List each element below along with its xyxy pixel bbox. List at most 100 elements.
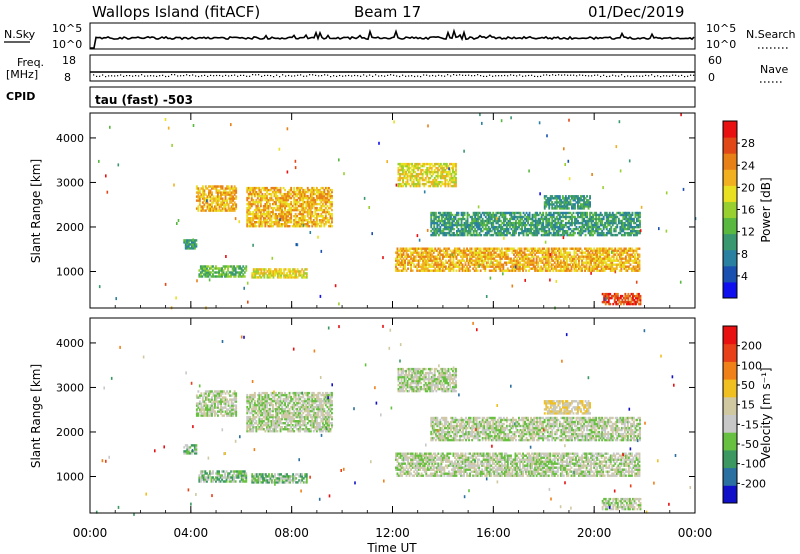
data-cell (511, 267, 514, 270)
data-cell (596, 233, 599, 237)
data-cell (532, 249, 535, 252)
data-cell (591, 259, 594, 262)
data-cell (456, 229, 458, 233)
data-cell (510, 227, 513, 231)
data-cell (426, 251, 429, 254)
nave-point (183, 75, 185, 77)
scatter-cell (278, 147, 281, 151)
data-cell (570, 261, 573, 264)
data-cell (549, 265, 552, 268)
data-cell (449, 162, 451, 166)
data-cell (560, 201, 563, 204)
data-cell (600, 249, 603, 252)
data-cell (311, 190, 314, 194)
data-cell (276, 206, 279, 210)
data-cell (605, 255, 608, 258)
data-cell (488, 257, 491, 260)
data-cell (434, 233, 437, 237)
data-cell (485, 261, 488, 264)
data-cell (415, 162, 418, 166)
nave-point (675, 74, 677, 76)
data-cell (529, 263, 532, 266)
scatter-cell (393, 120, 395, 124)
data-cell (547, 253, 550, 256)
data-cell (432, 257, 435, 260)
data-cell (555, 267, 558, 270)
data-cell (571, 229, 573, 233)
data-cell (605, 225, 608, 229)
data-cell (446, 253, 449, 256)
data-cell (537, 247, 540, 250)
nave-trace (93, 74, 695, 78)
data-cell (520, 267, 523, 270)
data-cell (329, 196, 332, 200)
data-cell (434, 221, 437, 225)
data-cell (558, 251, 561, 254)
data-cell (527, 227, 529, 231)
data-cell (445, 217, 448, 221)
data-cell (505, 263, 508, 266)
data-cell (618, 296, 621, 300)
data-cell (303, 196, 306, 200)
data-cell (598, 217, 601, 221)
data-cell (590, 255, 592, 258)
data-cell (302, 196, 305, 200)
data-cell (283, 272, 285, 275)
data-cell (240, 275, 243, 278)
data-cell (623, 221, 626, 225)
data-cell (306, 202, 309, 206)
nave-point (600, 75, 602, 78)
data-cell (498, 225, 501, 229)
data-cell (434, 211, 437, 215)
data-cell (528, 249, 530, 252)
data-cell (522, 267, 524, 270)
data-cell (314, 221, 317, 224)
data-cell (410, 269, 412, 272)
data-cell (224, 273, 226, 276)
data-cell (231, 269, 234, 272)
data-cell (447, 213, 449, 217)
data-cell (472, 267, 475, 270)
data-cell (215, 199, 218, 202)
scatter-cell (327, 189, 329, 193)
data-cell (487, 217, 490, 221)
noise-left-tick-top: 10^5 (52, 22, 82, 35)
data-cell (409, 162, 412, 166)
data-cell (506, 255, 509, 258)
data-cell (597, 249, 600, 252)
data-cell (508, 257, 511, 260)
data-cell (496, 229, 499, 233)
data-cell (474, 211, 477, 215)
data-cell (223, 189, 225, 192)
data-cell (481, 225, 484, 229)
scatter-cell (591, 173, 593, 176)
nave-point (540, 75, 542, 77)
data-cell (555, 215, 558, 219)
data-cell (279, 204, 282, 208)
data-cell (446, 255, 449, 258)
data-cell (432, 263, 435, 266)
power-x-ticks (89, 113, 696, 308)
data-cell (203, 193, 206, 196)
data-cell (429, 265, 432, 268)
data-cell (296, 192, 299, 196)
data-cell (525, 223, 528, 227)
data-cell (574, 195, 576, 198)
data-cell (564, 251, 567, 254)
data-cell (627, 302, 630, 306)
data-cell (602, 259, 605, 262)
data-cell (498, 211, 501, 215)
data-cell (230, 199, 233, 202)
data-cell (314, 223, 317, 226)
data-cell (635, 267, 638, 270)
data-cell (493, 217, 496, 221)
data-cell (553, 261, 556, 264)
data-cell (306, 198, 309, 202)
data-cell (198, 201, 201, 204)
data-cell (448, 269, 450, 272)
data-cell (442, 211, 445, 215)
data-cell (463, 259, 465, 262)
data-cell (518, 233, 520, 237)
data-cell (276, 208, 279, 212)
data-cell (255, 221, 258, 224)
